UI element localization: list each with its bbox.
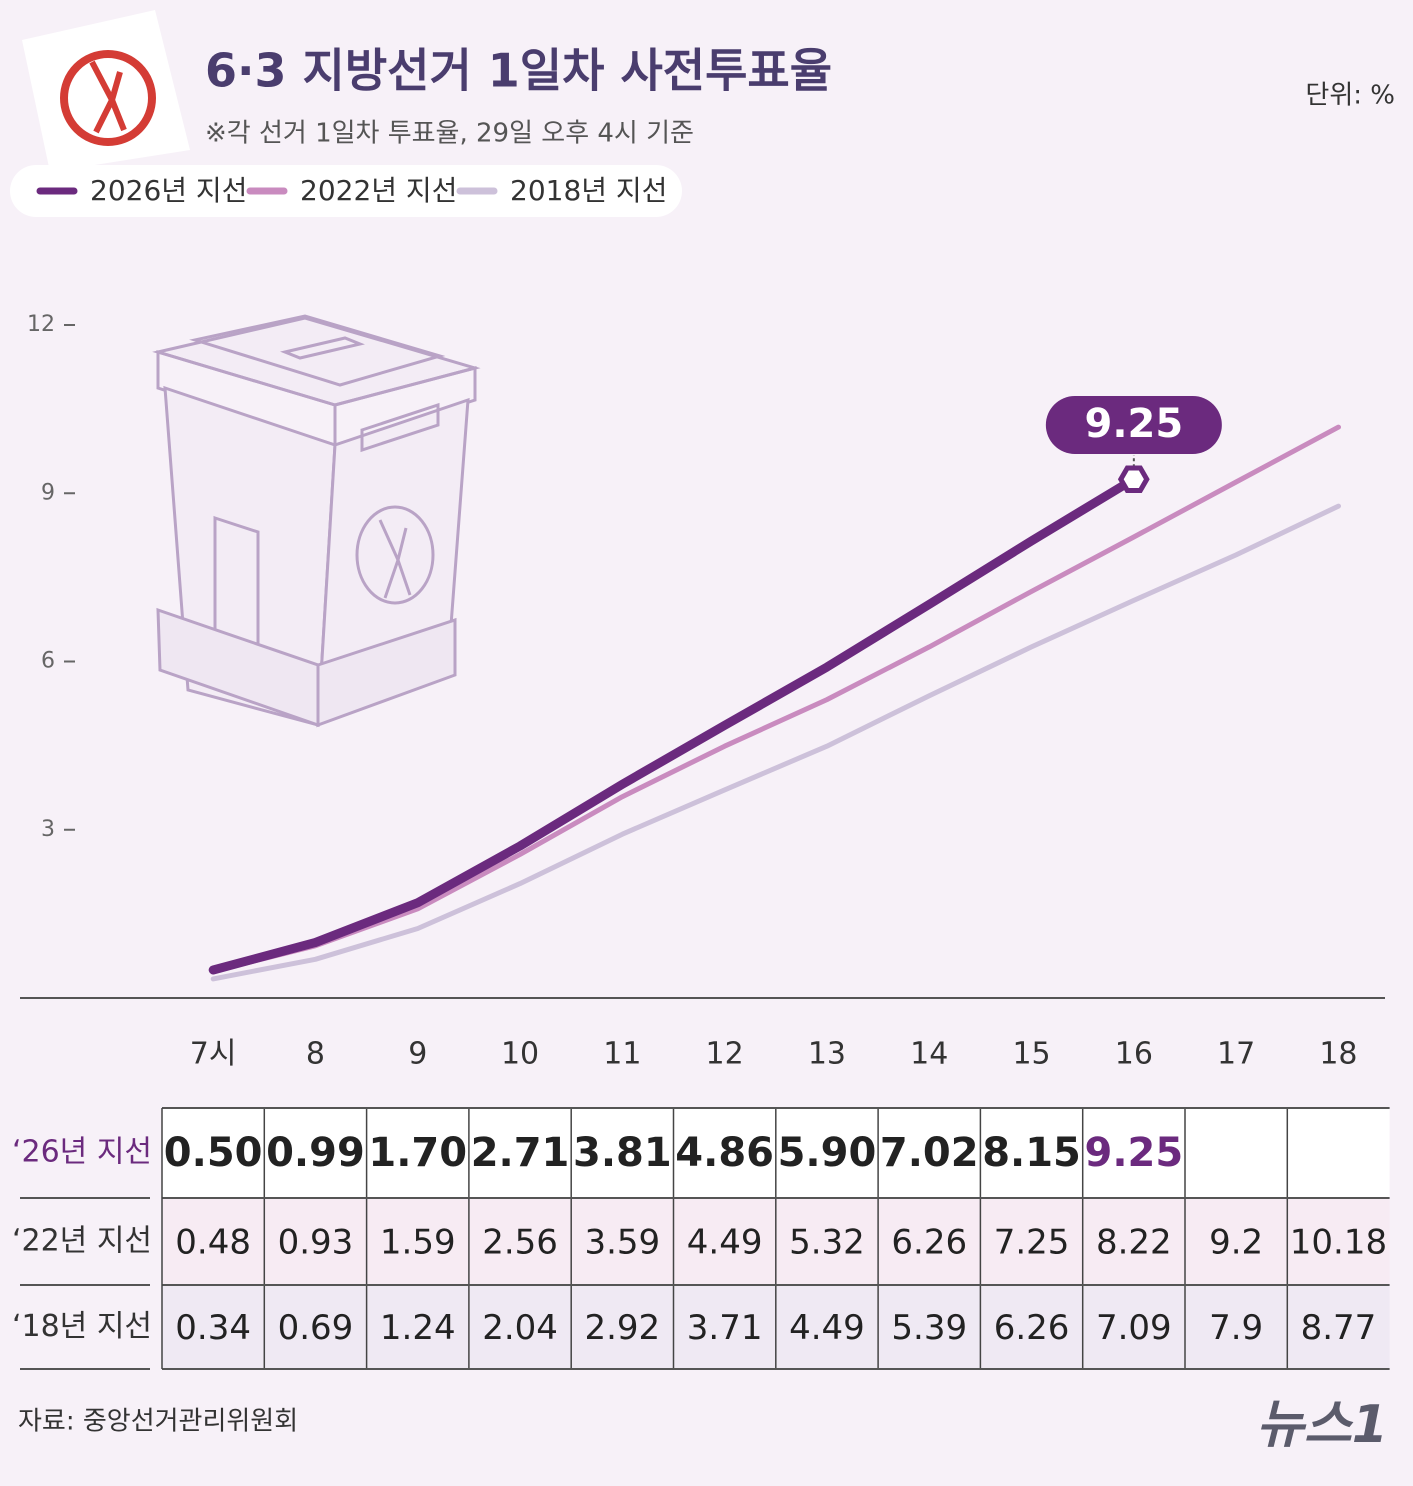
legend-label: 2018년 지선 [510,174,667,207]
table-value: 0.99 [266,1130,365,1176]
series-line [210,424,1341,974]
chart-subtitle: ※각 선거 1일차 투표율, 29일 오후 4시 기준 [205,119,694,149]
callout-box [1045,396,1222,454]
row-label: ‘18년 지선 [12,1309,152,1344]
table-value: 4.86 [675,1130,774,1176]
table-value: 3.59 [584,1223,660,1263]
ballot-box-illustration [152,314,481,728]
x-tick-label: 8 [306,1037,325,1072]
callout-label: 9.25 [1084,401,1183,447]
table-value: 0.34 [175,1308,251,1348]
table-value: 9.2 [1209,1223,1263,1263]
table-value: 3.81 [573,1130,672,1176]
chart-title: 6·3 지방선거 1일차 사전투표율 [205,44,832,98]
table-value: 1.59 [380,1223,456,1263]
table-value: 4.49 [789,1308,865,1348]
x-tick-label: 10 [501,1037,539,1072]
stamp-icon [22,10,190,172]
series-line [208,474,1139,975]
source: 자료: 중앙선거관리위원회 [18,1407,298,1437]
table-value: 2.71 [471,1130,570,1176]
table-value: 1.70 [368,1130,467,1176]
x-tick-label: 11 [603,1037,641,1072]
brand-logo: 뉴스1 [1256,1395,1388,1455]
legend-label: 2022년 지선 [300,174,457,207]
legend-box [10,165,682,217]
table-value: 8.77 [1301,1308,1377,1348]
table-value: 1.24 [380,1308,456,1348]
x-tick-label: 15 [1012,1037,1050,1072]
table-value: 7.09 [1096,1308,1172,1348]
table-value: 0.69 [278,1308,354,1348]
y-tick-label: 9 [41,480,55,505]
y-tick-label: 6 [41,649,55,674]
table-value: 3.71 [687,1308,763,1348]
x-tick-label: 17 [1217,1037,1255,1072]
y-tick-label: 3 [41,817,55,842]
unit-label: 단위: % [1305,81,1395,111]
table-value: 8.22 [1096,1223,1172,1263]
table-value: 5.90 [778,1130,877,1176]
table-value: 4.49 [687,1223,763,1263]
table-value: 0.50 [164,1130,263,1176]
y-tick-label: 12 [27,312,55,337]
table-value: 6.26 [994,1308,1070,1348]
x-tick-label: 13 [808,1037,846,1072]
highlight-marker [1117,465,1150,493]
row-label: ‘22년 지선 [12,1224,152,1259]
row-label: ‘26년 지선 [12,1135,152,1170]
x-tick-label: 9 [408,1037,427,1072]
x-tick-label: 7시 [190,1037,237,1072]
x-tick-label: 12 [706,1037,744,1072]
table-value: 0.48 [175,1223,251,1263]
table-value: 2.04 [482,1308,558,1348]
table-value: 6.26 [891,1223,967,1263]
table-value: 2.92 [584,1308,660,1348]
legend-label: 2026년 지선 [90,174,247,207]
table-value: 9.25 [1084,1130,1183,1176]
table-value: 5.39 [891,1308,967,1348]
table-value: 7.25 [994,1223,1070,1263]
table-value: 10.18 [1290,1223,1387,1263]
x-tick-label: 18 [1319,1037,1357,1072]
table-value: 8.15 [982,1130,1081,1176]
x-tick-label: 14 [910,1037,948,1072]
series-line [210,503,1341,982]
table-value: 2.56 [482,1223,558,1263]
table-value: 5.32 [789,1223,865,1263]
table-value: 0.93 [278,1223,354,1263]
table-value: 7.9 [1209,1308,1263,1348]
table-value: 7.02 [880,1130,979,1176]
x-tick-label: 16 [1115,1037,1153,1072]
